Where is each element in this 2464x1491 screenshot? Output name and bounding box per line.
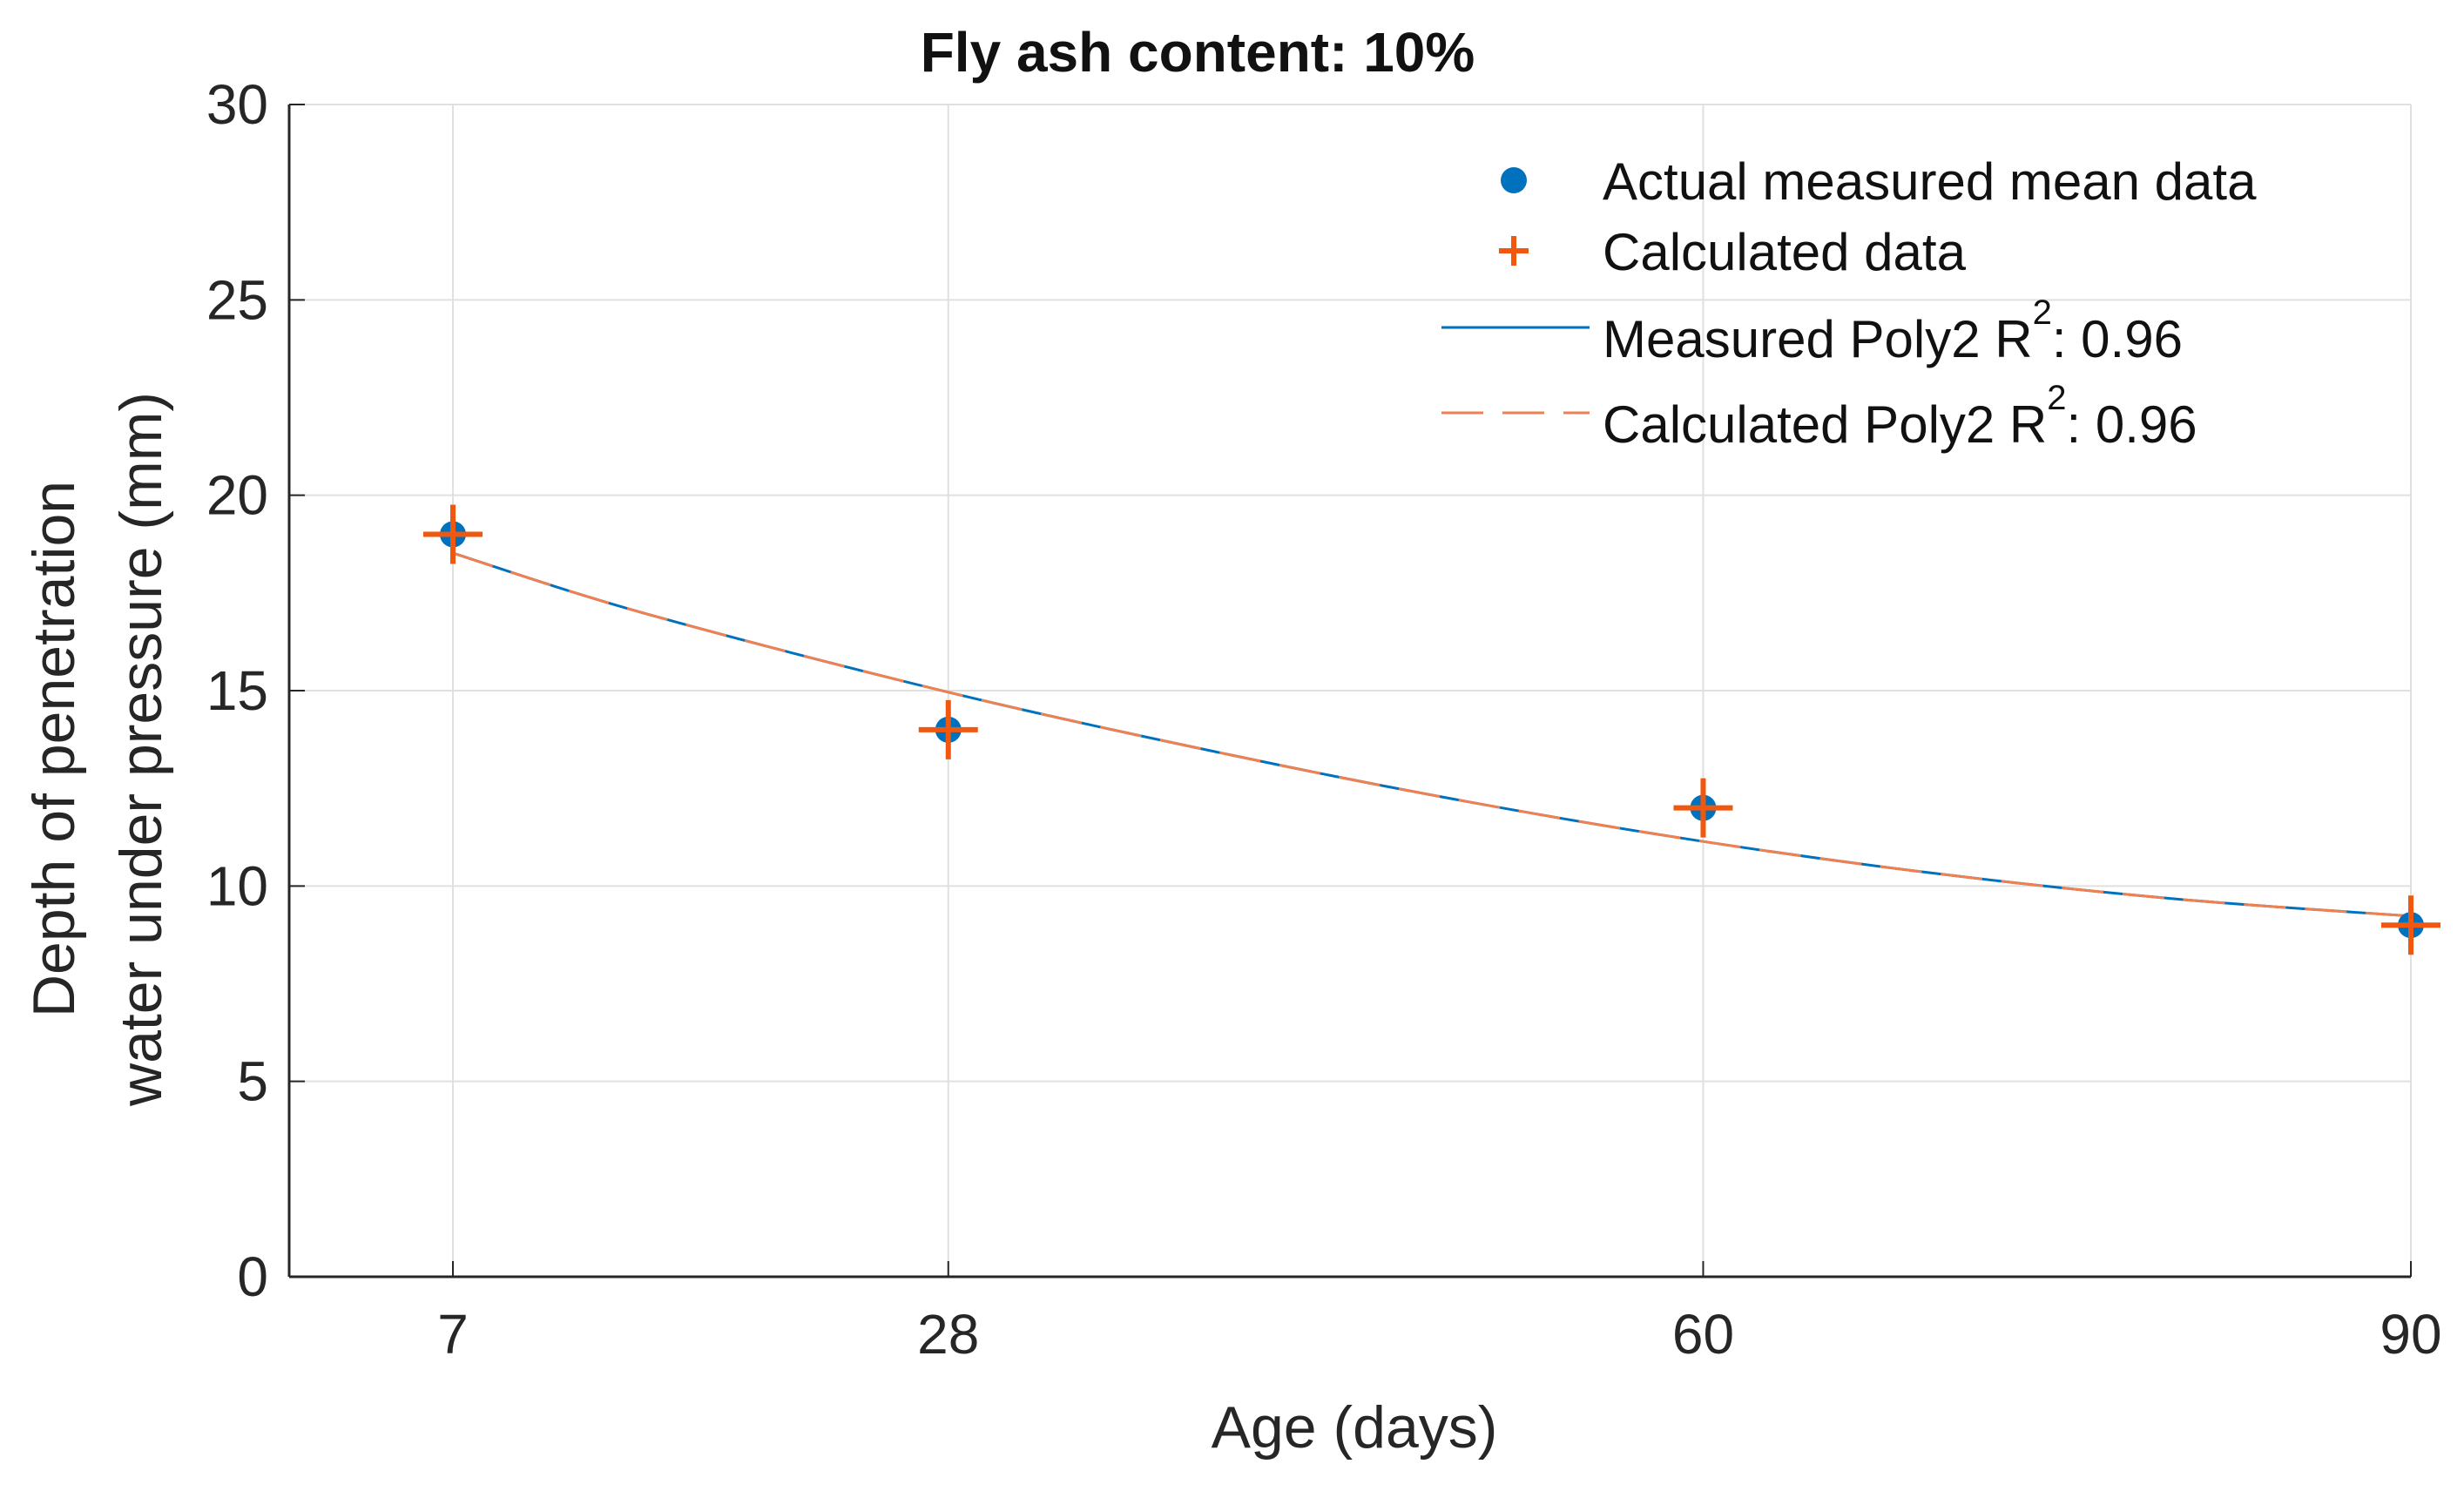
calculated-point bbox=[423, 504, 483, 564]
calculated-poly2-fit-line bbox=[452, 551, 2412, 918]
calculated-point bbox=[2381, 895, 2440, 955]
legend-calculated-fit-value: : 0.96 bbox=[2067, 395, 2197, 454]
y-tick-label: 5 bbox=[237, 1050, 268, 1113]
legend-calculated-fit-name: Calculated Poly2 R bbox=[1603, 395, 2047, 454]
calculated-point bbox=[918, 699, 978, 759]
grid bbox=[289, 104, 2412, 1278]
y-tick-label: 10 bbox=[206, 854, 268, 917]
x-axis-label: Age (days) bbox=[1212, 1394, 1498, 1461]
y-tick-label: 25 bbox=[206, 268, 268, 331]
y-axis-label-line2: water under pressure (mm) bbox=[108, 392, 174, 1107]
legend-calculated-label: Calculated data bbox=[1603, 223, 1967, 281]
legend-measured-marker-icon bbox=[1501, 167, 1527, 193]
calculated-point bbox=[1673, 778, 1733, 838]
x-tick-label: 60 bbox=[1672, 1303, 1734, 1366]
data-markers bbox=[423, 504, 2440, 955]
y-tick-label: 20 bbox=[206, 464, 268, 527]
x-tick-label: 28 bbox=[917, 1303, 979, 1366]
legend-measured-label: Actual measured mean data bbox=[1603, 152, 2257, 211]
legend: Actual measured mean data Calculated dat… bbox=[1441, 152, 2257, 454]
legend-measured-fit-label: Measured Poly2 R2: 0.96 bbox=[1603, 293, 2183, 368]
legend-calculated-fit-label: Calculated Poly2 R2: 0.96 bbox=[1603, 379, 2197, 454]
legend-measured-fit-name: Measured Poly2 R bbox=[1603, 310, 2033, 368]
axes bbox=[287, 104, 2412, 1278]
legend-calculated-marker-icon bbox=[1499, 236, 1529, 266]
legend-measured-fit-sup: 2 bbox=[2033, 293, 2052, 332]
fit-lines bbox=[452, 551, 2412, 918]
legend-calculated-fit-sup: 2 bbox=[2047, 379, 2066, 417]
y-tick-label: 30 bbox=[206, 73, 268, 136]
y-tick-label: 15 bbox=[206, 659, 268, 722]
legend-measured-fit-value: : 0.96 bbox=[2052, 310, 2183, 368]
measured-poly2-fit-line bbox=[452, 551, 2412, 918]
y-tick-label: 0 bbox=[237, 1245, 268, 1308]
y-axis-label-line1: Depth of penetration bbox=[21, 481, 87, 1017]
x-tick-label: 7 bbox=[437, 1303, 469, 1366]
chart-title: Fly ash content: 10% bbox=[921, 21, 1475, 84]
tick-labels: 0 5 10 15 20 25 30 7 28 60 90 bbox=[206, 73, 2442, 1366]
x-tick-label: 90 bbox=[2380, 1303, 2441, 1366]
